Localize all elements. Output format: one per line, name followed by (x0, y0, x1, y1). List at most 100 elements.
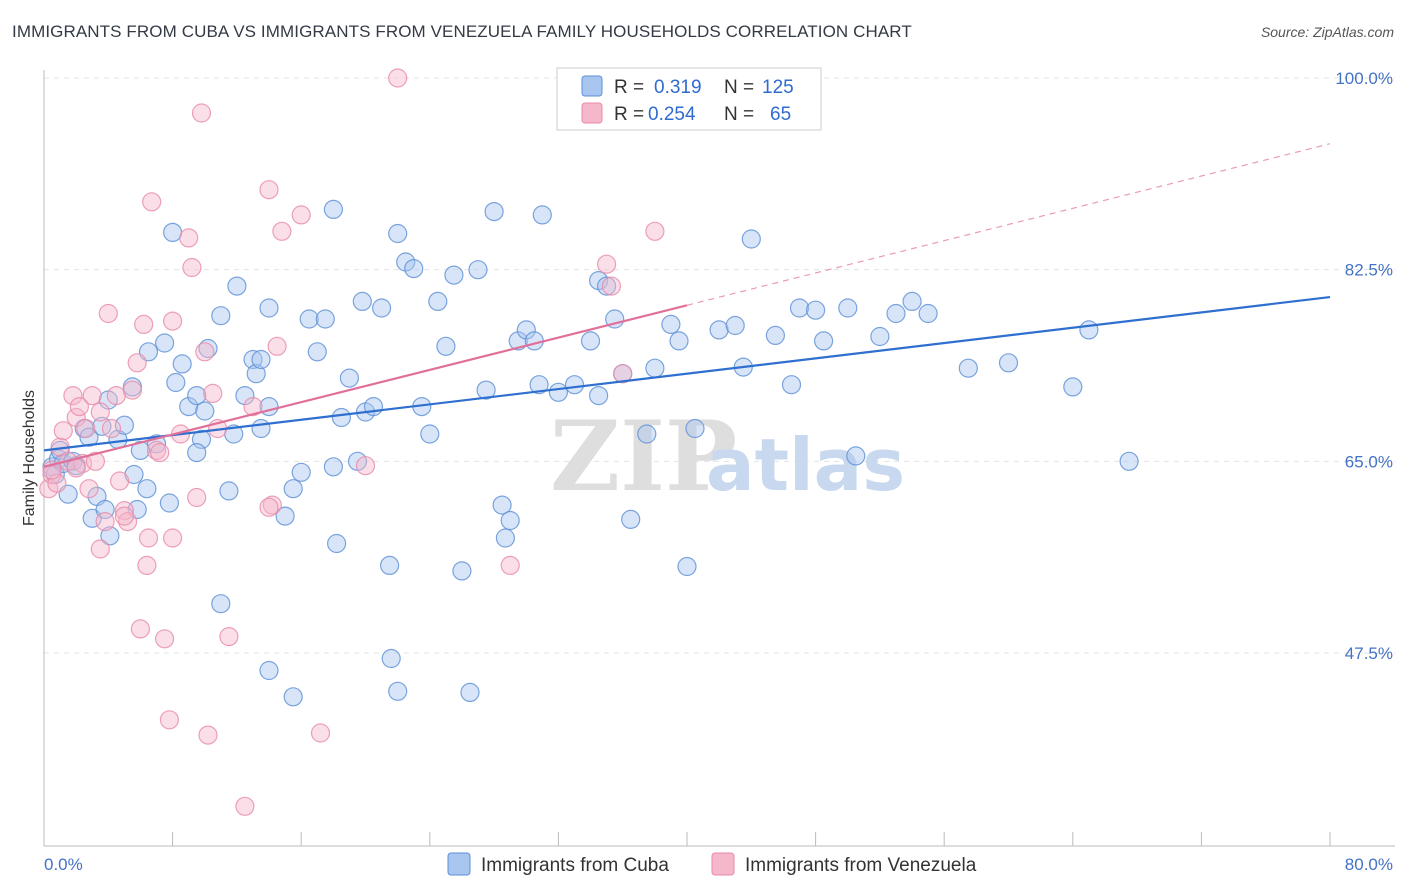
data-point-cuba (1119, 451, 1139, 471)
data-point-venezuela (82, 386, 102, 406)
data-point-cuba (420, 424, 440, 444)
data-point-cuba (500, 510, 520, 531)
data-point-cuba (388, 681, 408, 701)
data-point-cuba (460, 682, 480, 703)
legend-r-label-cuba: R = (614, 77, 644, 98)
data-point-venezuela (291, 205, 311, 225)
data-point-cuba (315, 309, 335, 329)
data-point-cuba (918, 303, 938, 324)
x-tick-label-min: 0.0% (44, 855, 83, 874)
y-tick-label: 100.0% (1335, 69, 1393, 88)
data-point-cuba (380, 555, 400, 576)
data-point-venezuela (195, 342, 215, 362)
data-point-venezuela (109, 471, 130, 491)
data-point-venezuela (106, 386, 126, 406)
data-point-cuba (588, 386, 609, 406)
data-point-venezuela (179, 228, 199, 248)
data-point-cuba (339, 368, 359, 388)
trend-line-venezuela-extrapolated (686, 143, 1331, 306)
data-point-venezuela (117, 511, 138, 532)
x-ticks (43, 832, 1331, 846)
data-point-cuba (372, 298, 392, 318)
data-point-venezuela (601, 276, 622, 296)
data-point-cuba (211, 306, 231, 326)
data-point-venezuela (159, 710, 179, 730)
trend-line-cuba (43, 295, 1331, 452)
data-point-cuba (172, 354, 192, 374)
data-point-cuba (781, 375, 802, 395)
data-point-cuba (516, 320, 536, 340)
data-point-venezuela (138, 528, 159, 548)
data-point-cuba (227, 276, 247, 296)
data-point-cuba (246, 364, 266, 384)
data-point-venezuela (187, 487, 207, 508)
series-venezuela-points (39, 68, 665, 816)
data-point-venezuela (134, 314, 154, 334)
data-point-venezuela (259, 180, 279, 200)
data-point-venezuela (79, 479, 99, 499)
data-point-venezuela (613, 364, 633, 384)
data-point-venezuela (645, 221, 665, 241)
data-point-venezuela (259, 497, 279, 517)
data-point-cuba (838, 298, 858, 318)
data-point-cuba (495, 528, 515, 548)
data-point-cuba (251, 418, 271, 439)
y-tick-label: 65.0% (1345, 452, 1393, 471)
data-point-cuba (291, 462, 311, 482)
axes (43, 70, 1395, 847)
data-point-venezuela (114, 501, 135, 521)
data-point-cuba (275, 506, 295, 526)
data-point-venezuela (90, 539, 110, 559)
data-point-cuba (307, 342, 327, 362)
data-point-venezuela (69, 397, 90, 417)
data-point-cuba (327, 533, 347, 554)
data-point-cuba (187, 386, 207, 406)
data-point-cuba (805, 300, 826, 320)
data-point-venezuela (310, 723, 331, 743)
data-point-venezuela (596, 254, 617, 274)
data-point-venezuela (130, 619, 150, 639)
data-point-cuba (476, 380, 496, 400)
data-point-venezuela (243, 397, 263, 417)
data-point-cuba (198, 338, 218, 359)
data-point-venezuela (146, 440, 167, 460)
data-point-cuba (444, 265, 464, 285)
data-point-cuba (388, 223, 408, 244)
data-point-cuba (159, 493, 179, 513)
data-point-cuba (548, 382, 569, 402)
y-tick-label: 82.5% (1345, 261, 1393, 280)
data-point-venezuela (127, 353, 147, 373)
legend-n-label-venezuela: N = (724, 104, 754, 125)
legend-swatch-venezuela (581, 102, 603, 124)
watermark-atlas: atlas (706, 423, 905, 507)
data-point-venezuela (500, 555, 520, 576)
y-tick-labels: 47.5% 65.0% 82.5% 100.0% (1335, 69, 1393, 663)
series-legend: Immigrants from Cuba Immigrants from Ven… (447, 852, 977, 876)
data-point-cuba (331, 407, 351, 428)
legend-r-value-cuba: 0.319 (654, 77, 702, 98)
data-point-venezuela (182, 257, 202, 278)
data-point-cuba (179, 397, 199, 417)
trend-line-venezuela (43, 304, 688, 468)
data-point-cuba (259, 660, 279, 681)
data-point-cuba (813, 331, 834, 351)
data-point-cuba (211, 594, 231, 614)
data-point-cuba (219, 481, 239, 501)
data-point-venezuela (150, 443, 170, 463)
legend-n-value-venezuela: 65 (770, 104, 791, 125)
data-point-venezuela (262, 495, 282, 515)
data-point-cuba (299, 309, 319, 329)
data-point-cuba (436, 336, 456, 356)
data-point-cuba (596, 276, 617, 296)
data-point-venezuela (66, 407, 86, 428)
data-point-cuba (998, 353, 1019, 373)
legend-n-label-cuba: N = (724, 77, 754, 98)
data-point-cuba (100, 526, 120, 546)
data-point-venezuela (142, 192, 162, 212)
data-point-cuba (677, 556, 697, 577)
data-point-venezuela (272, 221, 292, 241)
data-point-cuba (235, 386, 255, 406)
data-point-cuba (137, 479, 157, 499)
data-point-cuba (283, 479, 303, 499)
bottom-legend-swatch-venezuela (711, 852, 735, 876)
